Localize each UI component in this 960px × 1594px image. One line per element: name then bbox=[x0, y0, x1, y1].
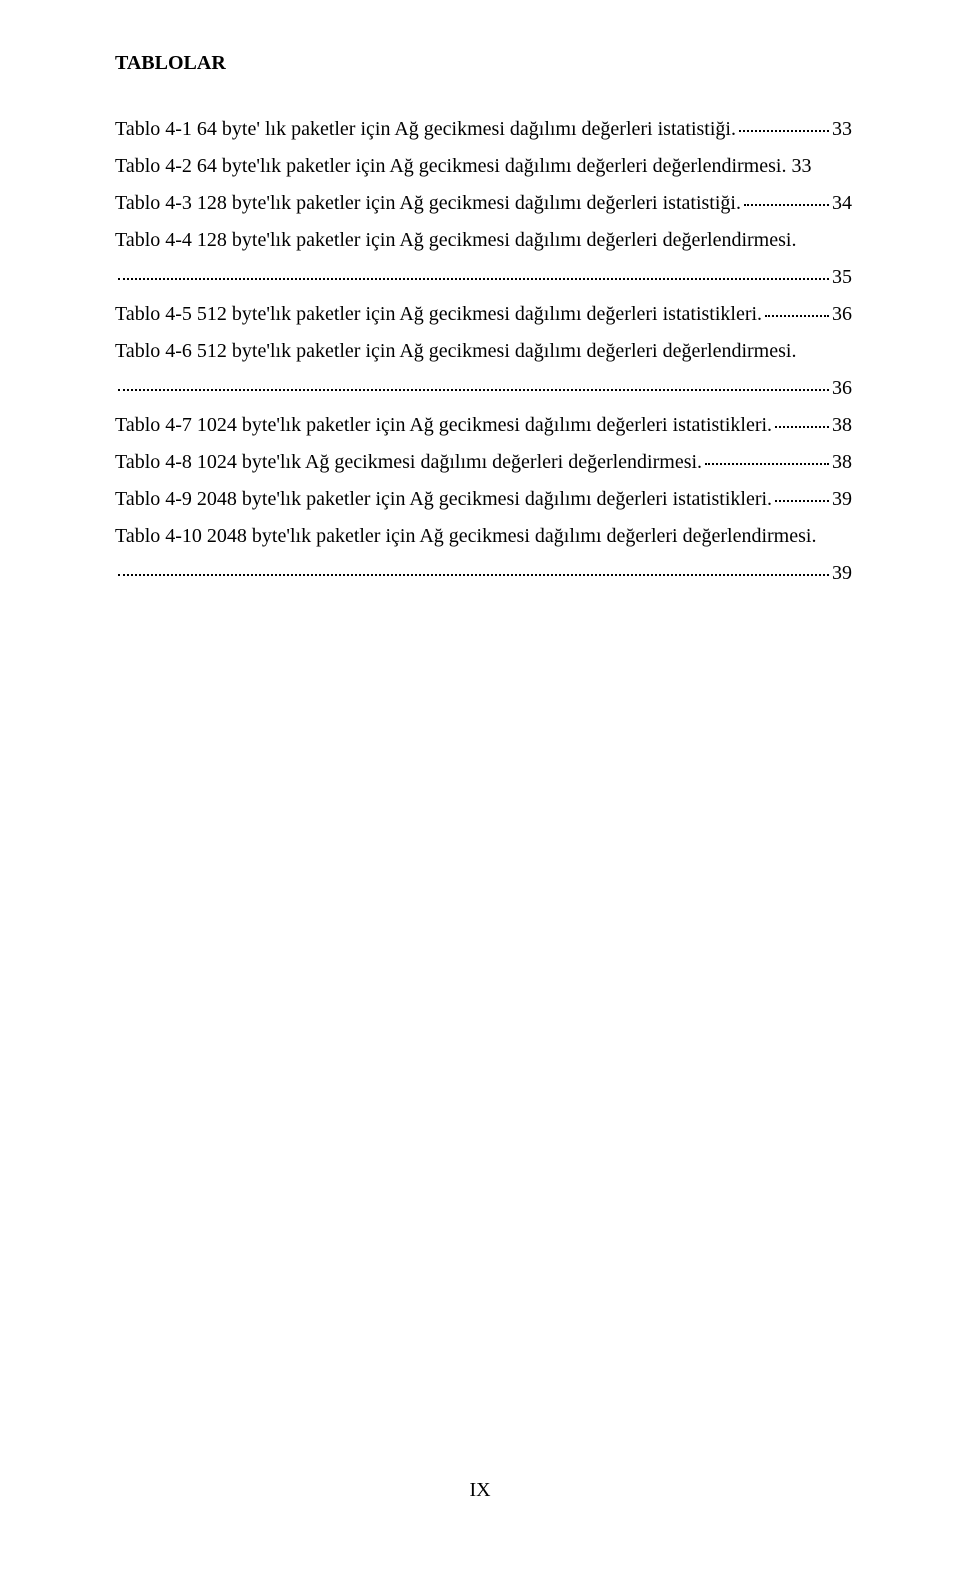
page-number-footer: IX bbox=[0, 1479, 960, 1502]
toc-entry-text: Tablo 4-9 2048 byte'lık paketler için Ağ… bbox=[115, 481, 772, 518]
toc-entry-text: Tablo 4-3 128 byte'lık paketler için Ağ … bbox=[115, 185, 741, 222]
toc-entry: Tablo 4-3 128 byte'lık paketler için Ağ … bbox=[115, 185, 852, 222]
toc-leader bbox=[775, 482, 829, 502]
toc-leader bbox=[118, 556, 829, 576]
toc-entry-text: Tablo 4-10 2048 byte'lık paketler için A… bbox=[115, 518, 852, 555]
toc-entry: Tablo 4-2 64 byte'lık paketler için Ağ g… bbox=[115, 148, 852, 185]
toc-page-number: 38 bbox=[832, 407, 852, 444]
toc-entry-text: Tablo 4-5 512 byte'lık paketler için Ağ … bbox=[115, 296, 762, 333]
toc-page-number: 36 bbox=[832, 370, 852, 407]
table-of-contents: Tablo 4-1 64 byte' lık paketler için Ağ … bbox=[115, 111, 852, 592]
toc-page-number: 38 bbox=[832, 444, 852, 481]
toc-entry: Tablo 4-6 512 byte'lık paketler için Ağ … bbox=[115, 333, 852, 407]
toc-entry-text: Tablo 4-7 1024 byte'lık paketler için Ağ… bbox=[115, 407, 772, 444]
toc-entry-text: Tablo 4-4 128 byte'lık paketler için Ağ … bbox=[115, 222, 852, 259]
toc-leader bbox=[118, 260, 829, 280]
toc-leader bbox=[705, 445, 829, 465]
toc-entry: Tablo 4-9 2048 byte'lık paketler için Ağ… bbox=[115, 481, 852, 518]
toc-entry: Tablo 4-1 64 byte' lık paketler için Ağ … bbox=[115, 111, 852, 148]
toc-entry-text: Tablo 4-8 1024 byte'lık Ağ gecikmesi dağ… bbox=[115, 444, 702, 481]
toc-leader bbox=[744, 186, 829, 206]
toc-page-number: 39 bbox=[832, 555, 852, 592]
toc-entry: Tablo 4-5 512 byte'lık paketler için Ağ … bbox=[115, 296, 852, 333]
toc-entry: Tablo 4-8 1024 byte'lık Ağ gecikmesi dağ… bbox=[115, 444, 852, 481]
toc-leader bbox=[765, 297, 829, 317]
toc-entry-text: Tablo 4-1 64 byte' lık paketler için Ağ … bbox=[115, 111, 736, 148]
toc-entry: Tablo 4-7 1024 byte'lık paketler için Ağ… bbox=[115, 407, 852, 444]
toc-page-number: 36 bbox=[832, 296, 852, 333]
toc-entry: Tablo 4-4 128 byte'lık paketler için Ağ … bbox=[115, 222, 852, 296]
toc-page-number: 34 bbox=[832, 185, 852, 222]
toc-entry: Tablo 4-10 2048 byte'lık paketler için A… bbox=[115, 518, 852, 592]
toc-page-number: 35 bbox=[832, 259, 852, 296]
toc-leader bbox=[118, 371, 829, 391]
toc-leader bbox=[775, 408, 829, 428]
toc-page-number: 39 bbox=[832, 481, 852, 518]
toc-entry-text: Tablo 4-2 64 byte'lık paketler için Ağ g… bbox=[115, 148, 811, 185]
toc-entry-text: Tablo 4-6 512 byte'lık paketler için Ağ … bbox=[115, 333, 852, 370]
section-title: TABLOLAR bbox=[115, 52, 852, 75]
toc-leader bbox=[739, 112, 829, 132]
toc-page-number: 33 bbox=[832, 111, 852, 148]
